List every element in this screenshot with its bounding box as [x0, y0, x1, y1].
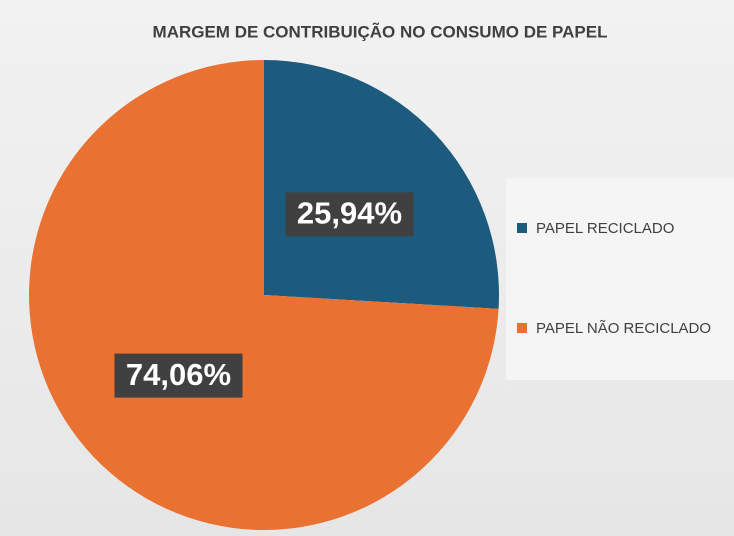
pie-slice [28, 60, 499, 531]
legend-box [506, 178, 734, 380]
legend-swatch [517, 323, 527, 333]
legend-label: PAPEL NÃO RECICLADO [536, 320, 711, 337]
chart-title: MARGEM DE CONTRIBUIÇÃO NO CONSUMO DE PAP… [153, 21, 608, 41]
data-label: 25,94% [297, 196, 402, 231]
legend-swatch [517, 223, 527, 233]
data-label: 74,06% [126, 357, 231, 392]
data-label-box [285, 192, 414, 237]
data-label-box [114, 353, 243, 398]
legend-label: PAPEL RECICLADO [536, 220, 674, 237]
pie-slice [264, 60, 499, 309]
